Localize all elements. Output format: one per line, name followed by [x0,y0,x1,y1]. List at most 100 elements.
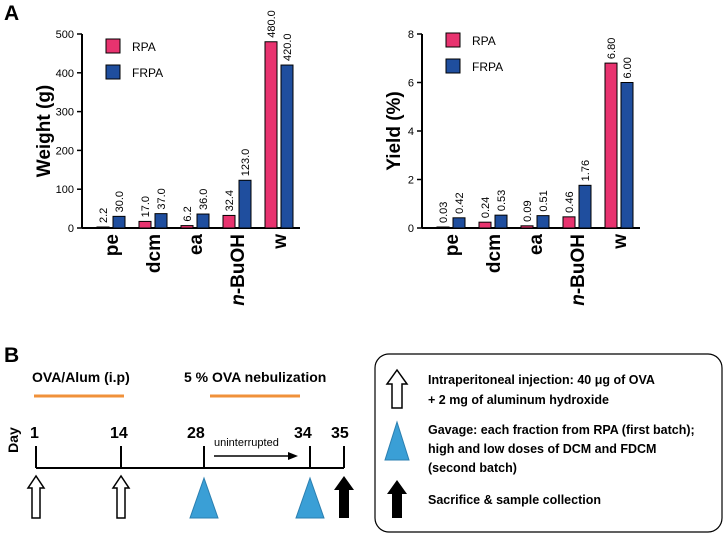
x-tick-label: pe [102,234,123,256]
bar-frpa-ea [536,215,550,229]
day-axis-label: Day [5,427,21,453]
x-tick-label-text: pe [442,234,463,256]
data-label-rpa: 0.46 [564,191,576,212]
yield-chart: 0 2 4 6 8 Yield (%) 0.03 0.42 pe 0.24 0.53 dcm 0.09 0… [384,29,640,306]
x-tick-label-text: dcm [484,234,505,273]
legend-label-frpa: FRPA [472,60,503,74]
data-label-rpa: 6.2 [182,206,194,221]
data-label-frpa: 0.53 [496,190,508,211]
x-tick-label-text: dcm [144,234,165,273]
legend-gavage-line-3: (second batch) [428,461,517,475]
bar-rpa-dcm [138,220,152,229]
x-tick-label: w [610,234,631,250]
legend-swatch-frpa [105,64,121,80]
legend-swatch-rpa [445,32,461,48]
hollow-arrow-icon [26,474,46,519]
data-label-frpa: 420.0 [282,34,294,62]
interval-label: uninterrupted [214,437,279,449]
interval-arrow-head [288,452,298,460]
x-tick-label: n-BuOH [228,234,249,306]
bar-frpa-dcm [494,214,508,229]
hollow-arrow-icon [385,368,409,409]
y-tick-label: 200 [56,145,74,157]
legend-label-rpa: RPA [132,40,156,54]
y-tick-label: 4 [408,126,414,138]
bar-rpa-n-buoh [562,216,576,229]
x-tick-label-text: -BuOH [228,234,249,294]
data-label-rpa: 0.09 [522,200,534,221]
x-tick-label: w [270,234,291,250]
bar-frpa-pe [452,217,466,229]
y-tick-label: 500 [56,29,74,41]
triangle-icon [295,476,325,519]
bar-frpa-dcm [154,213,168,229]
triangle-icon [384,420,410,461]
legend-gavage-line-1: Gavage: each fraction from RPA (first ba… [428,423,695,437]
day-34-label: 34 [294,425,312,442]
x-tick-label: ea [526,234,547,256]
y-axis-title: Yield (%) [384,91,405,171]
phase-label-ova-alum: OVA/Alum (i.p) [32,369,130,385]
data-label-frpa: 6.00 [622,57,634,78]
day-1-label: 1 [30,425,39,442]
legend-injection-line-1: Intraperitoneal injection: 40 μg of OVA [428,373,655,387]
bar-rpa-ea [180,225,194,229]
data-label-frpa: 36.0 [198,189,210,210]
x-tick-label: n-BuOH [568,234,589,306]
data-label-frpa: 37.0 [156,188,168,209]
day-28-label: 28 [187,425,205,442]
protocol-legend-box: Intraperitoneal injection: 40 μg of OVA … [374,353,723,533]
x-tick-label-text: ea [526,234,547,256]
bar-rpa-pe [436,226,450,229]
y-tick-label: 0 [68,223,74,235]
data-label-frpa: 123.0 [240,149,252,177]
data-label-frpa: 1.76 [580,160,592,181]
data-label-frpa: 0.42 [454,192,466,213]
data-label-frpa: 30.0 [114,191,126,212]
x-tick-label-italic: n [568,294,589,306]
y-tick-label: 0 [408,223,414,235]
y-tick-label: 6 [408,78,414,90]
legend-gavage-line-2: high and low doses of DCM and FDCM [428,442,656,456]
y-axis-title: Weight (g) [34,85,55,178]
x-tick-label: dcm [144,234,165,273]
data-label-rpa: 6.80 [606,38,618,59]
legend-box-frame [374,353,723,533]
bar-rpa-ea [520,225,534,229]
y-tick-label: 2 [408,175,414,187]
hollow-arrow-icon [111,474,131,519]
day-14-label: 14 [110,425,128,442]
panel-a-label: A [4,2,19,25]
bar-rpa-n-buoh [222,214,236,229]
bar-frpa-n-buoh [578,184,592,229]
data-label-rpa: 0.03 [438,202,450,223]
data-label-rpa: 0.24 [480,197,492,218]
x-tick-label: ea [186,234,207,256]
x-tick-label-text: ea [186,234,207,256]
x-tick-label-text: w [270,234,291,250]
x-tick-label: pe [442,234,463,256]
bar-rpa-pe [96,226,110,229]
legend-swatch-rpa [105,38,121,54]
timeline: Day OVA/Alum (i.p) 5 % OVA nebulization … [5,369,354,519]
y-tick-label: 100 [56,184,74,196]
y-tick-label: 400 [56,68,74,80]
x-tick-label-text: pe [102,234,123,256]
bar-frpa-n-buoh [238,179,252,229]
legend-label-rpa: RPA [472,34,496,48]
filled-arrow-icon [334,476,354,518]
phase-label-nebulization: 5 % OVA nebulization [184,369,326,385]
data-label-rpa: 480.0 [266,10,278,38]
x-tick-label-text: w [610,234,631,250]
legend-label-frpa: FRPA [132,66,163,80]
bar-frpa-pe [112,215,126,229]
bar-frpa-ea [196,213,210,229]
legend-sacrifice-line: Sacrifice & sample collection [428,493,601,507]
bar-frpa-w [620,82,634,229]
bar-rpa-w [264,41,278,229]
data-label-rpa: 32.4 [224,190,236,211]
x-tick-label-text: -BuOH [568,234,589,294]
legend-injection-line-2: + 2 mg of aluminum hydroxide [428,393,609,407]
weight-chart: 0 100 200 300 400 500 Weight (g) 2.2 30.0 pe 17.0 3… [34,10,300,306]
data-label-rpa: 2.2 [98,208,110,223]
